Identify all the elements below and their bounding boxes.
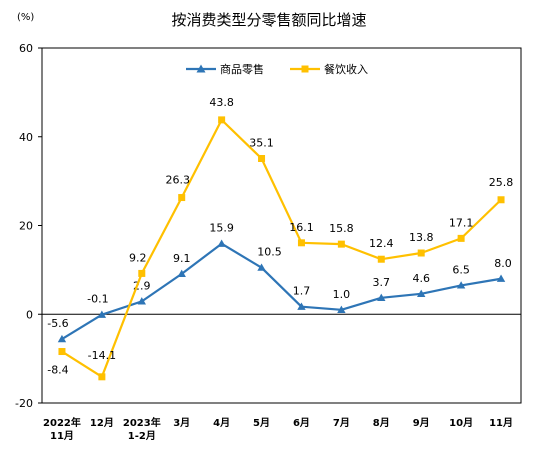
legend-label-catering: 餐饮收入 (324, 62, 368, 76)
data-label-retail: 1.0 (333, 288, 351, 301)
y-tick-label: 60 (19, 42, 33, 55)
data-point-catering (337, 240, 345, 248)
data-label-retail: 4.6 (412, 272, 430, 285)
legend-marker-catering (301, 65, 309, 73)
x-tick-label: 2023年 (123, 416, 161, 429)
data-label-catering: 15.8 (329, 222, 354, 235)
data-point-retail (456, 281, 466, 289)
y-unit-label: (%) (17, 12, 34, 23)
data-label-retail: 1.7 (293, 285, 311, 298)
series-line-catering (61, 118, 502, 378)
data-point-catering (138, 269, 146, 277)
x-tick-label: 3月 (173, 417, 190, 429)
data-label-retail: 10.5 (257, 246, 282, 259)
data-point-retail (496, 274, 506, 282)
y-tick-label: -20 (15, 397, 33, 410)
x-tick-label: 11月 (489, 417, 513, 429)
data-point-catering (497, 196, 505, 204)
data-label-retail: -0.1 (87, 293, 108, 306)
x-tick-label: 1-2月 (128, 430, 156, 442)
x-tick-label: 8月 (373, 417, 390, 429)
data-label-catering: 26.3 (165, 174, 190, 187)
data-label-retail: 9.1 (173, 252, 191, 265)
data-point-retail (417, 289, 426, 297)
y-tick-label: 0 (26, 308, 33, 321)
data-point-catering (297, 239, 305, 247)
data-point-catering (457, 234, 465, 242)
data-point-retail (217, 239, 226, 247)
data-point-catering (377, 255, 385, 263)
x-tick-label: 12月 (90, 417, 114, 429)
data-label-catering: 25.8 (489, 176, 514, 189)
data-label-catering: 13.8 (409, 231, 434, 244)
data-point-retail (57, 334, 67, 343)
data-label-catering: 17.1 (449, 216, 474, 229)
data-label-retail: -5.6 (47, 317, 68, 330)
data-point-catering (417, 249, 425, 257)
series-line-retail (61, 242, 502, 341)
data-label-catering: 12.4 (369, 237, 394, 250)
x-tick-label: 11月 (50, 430, 74, 442)
data-point-catering (178, 194, 186, 202)
data-point-retail (257, 263, 266, 271)
x-tick-label: 4月 (213, 417, 230, 429)
chart-title: 按消费类型分零售额同比增速 (171, 11, 366, 29)
x-tick-label: 9月 (413, 417, 430, 429)
x-tick-label: 10月 (449, 417, 473, 429)
data-point-retail (297, 302, 306, 310)
data-point-retail (97, 310, 107, 318)
y-tick-label: 20 (19, 220, 33, 233)
data-label-catering: 16.1 (289, 221, 314, 234)
data-label-catering: 43.8 (209, 96, 234, 109)
data-label-catering: -8.4 (47, 364, 68, 377)
x-tick-label: 5月 (253, 417, 270, 429)
data-point-catering (58, 348, 66, 356)
x-tick-label: 2022年 (43, 416, 81, 429)
x-tick-label: 6月 (293, 417, 310, 429)
legend-marker-retail (196, 64, 206, 73)
x-tick-label: 7月 (333, 417, 350, 429)
data-label-retail: 3.7 (373, 276, 391, 289)
data-label-catering: -14.1 (88, 349, 116, 362)
y-tick-label: 40 (19, 131, 33, 144)
data-label-retail: 15.9 (209, 222, 234, 235)
data-point-retail (137, 297, 146, 305)
data-label-catering: 9.2 (129, 251, 147, 264)
data-point-retail (337, 305, 346, 313)
data-label-retail: 8.0 (494, 257, 512, 270)
data-label-retail: 6.5 (452, 263, 470, 276)
data-point-retail (177, 269, 186, 278)
data-point-catering (218, 116, 226, 124)
data-point-catering (98, 373, 106, 381)
legend-label-retail: 商品零售 (220, 62, 264, 76)
data-point-retail (377, 293, 386, 301)
data-label-catering: 35.1 (249, 136, 274, 149)
data-point-catering (258, 154, 266, 162)
